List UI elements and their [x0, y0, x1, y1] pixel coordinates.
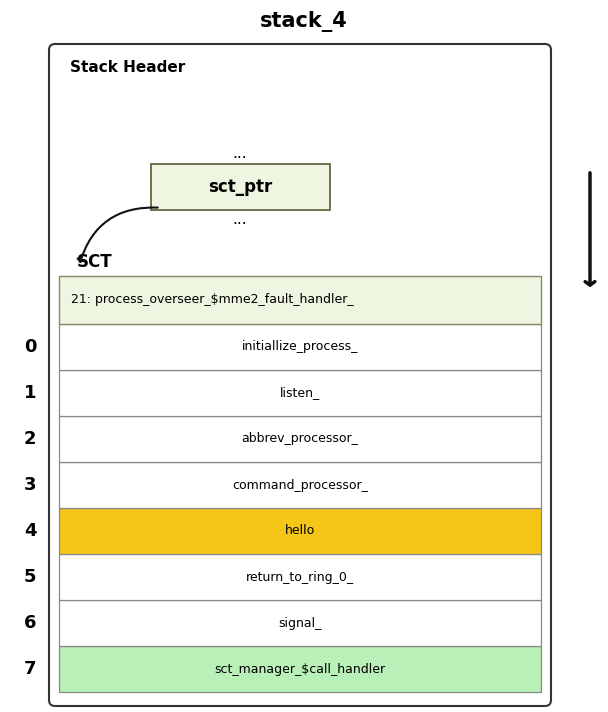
Text: 7: 7: [24, 660, 36, 678]
Text: SCT: SCT: [77, 253, 112, 271]
Text: 4: 4: [24, 522, 36, 540]
Text: signal_: signal_: [278, 617, 322, 629]
Bar: [59, 370, 541, 416]
Text: listen_: listen_: [280, 387, 320, 399]
Text: 1: 1: [24, 384, 36, 402]
Bar: [59, 276, 541, 324]
Text: Stack Header: Stack Header: [70, 61, 185, 75]
Text: ...: ...: [233, 146, 247, 161]
Text: return_to_ring_0_: return_to_ring_0_: [246, 570, 354, 584]
Text: hello: hello: [285, 525, 315, 538]
Bar: [59, 508, 541, 554]
Text: 21: process_overseer_$mme2_fault_handler_: 21: process_overseer_$mme2_fault_handler…: [71, 293, 354, 306]
Text: initiallize_process_: initiallize_process_: [242, 340, 358, 353]
Bar: [59, 324, 541, 370]
Text: command_processor_: command_processor_: [232, 478, 368, 491]
Text: abbrev_processor_: abbrev_processor_: [241, 432, 359, 446]
Text: sct_ptr: sct_ptr: [208, 178, 272, 196]
Bar: [59, 462, 541, 508]
Text: 5: 5: [24, 568, 36, 586]
Text: 2: 2: [24, 430, 36, 448]
Text: sct_manager_$call_handler: sct_manager_$call_handler: [215, 662, 385, 676]
Text: 3: 3: [24, 476, 36, 494]
FancyBboxPatch shape: [49, 44, 551, 706]
Bar: [59, 646, 541, 692]
Text: 0: 0: [24, 338, 36, 356]
Bar: [59, 416, 541, 462]
Text: 6: 6: [24, 614, 36, 632]
Bar: [59, 554, 541, 600]
Bar: [59, 600, 541, 646]
Text: stack_4: stack_4: [260, 11, 348, 33]
Text: ...: ...: [233, 212, 247, 227]
FancyBboxPatch shape: [151, 164, 330, 210]
